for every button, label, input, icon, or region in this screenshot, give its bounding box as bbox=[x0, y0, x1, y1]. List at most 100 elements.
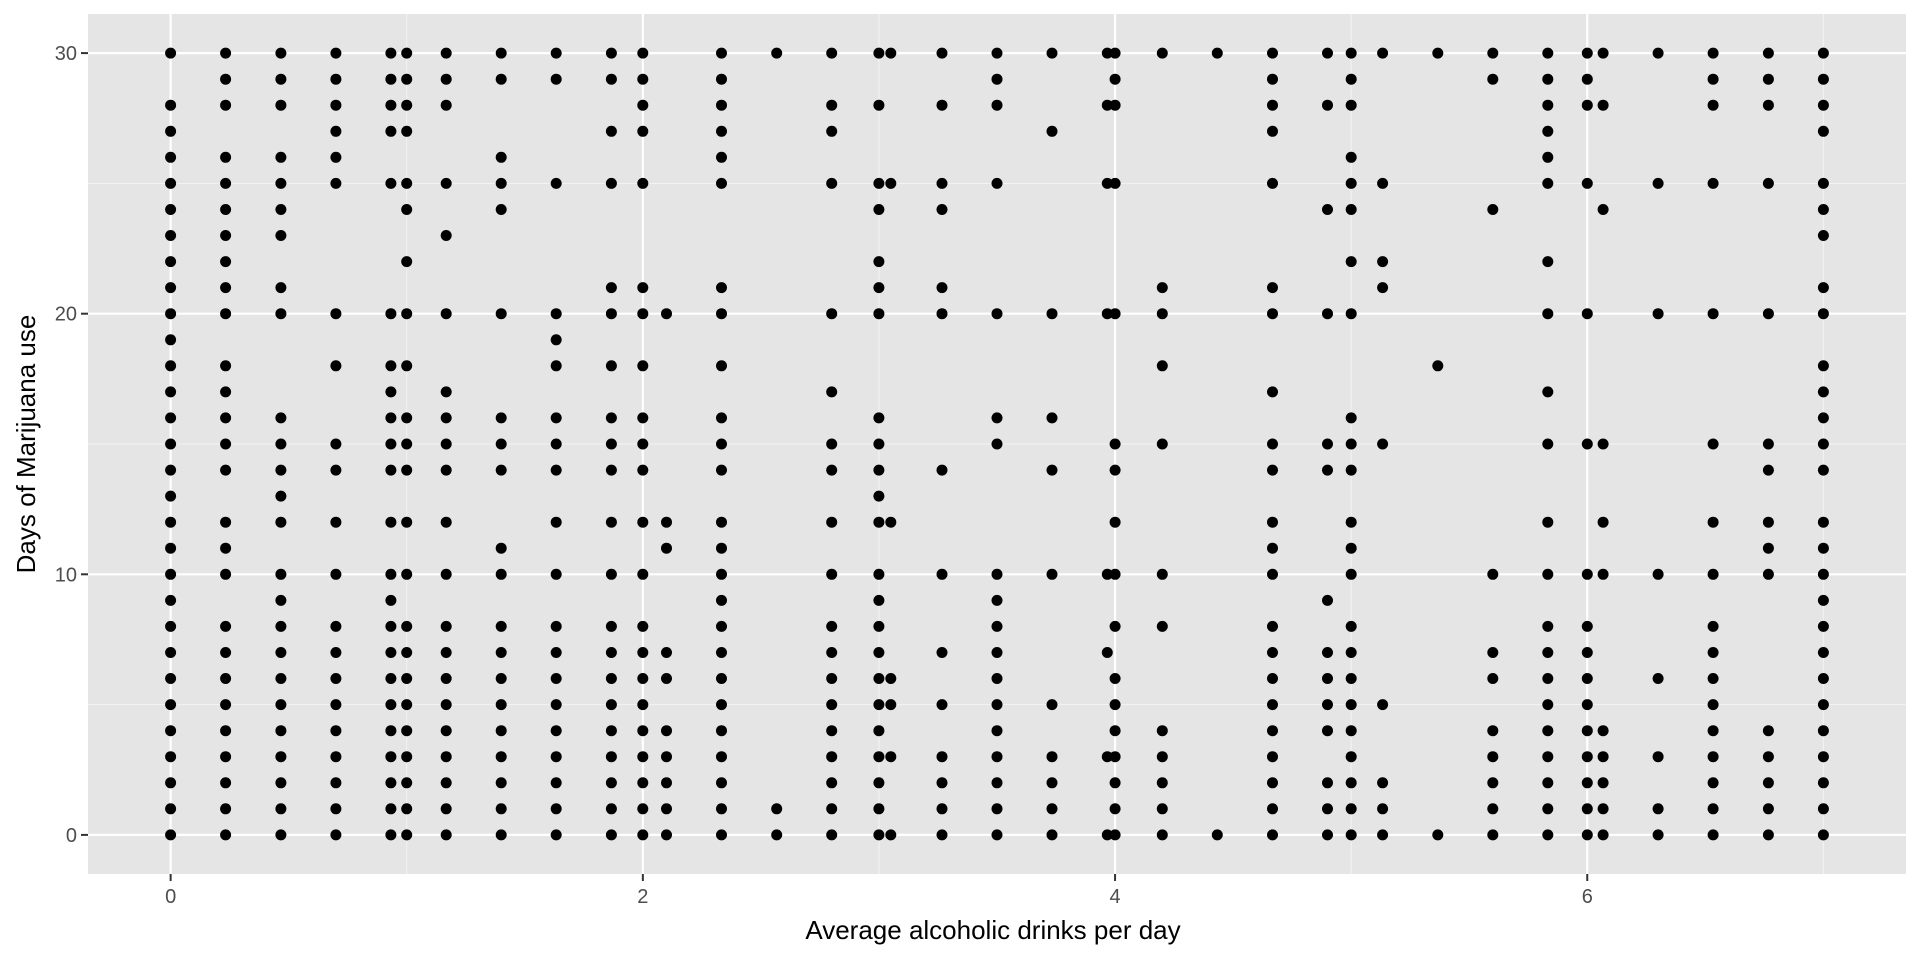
data-point bbox=[165, 464, 177, 476]
data-point bbox=[1109, 829, 1121, 841]
data-point bbox=[1817, 751, 1829, 763]
data-point bbox=[1101, 647, 1113, 658]
data-point bbox=[495, 438, 507, 450]
data-point bbox=[1542, 725, 1554, 737]
data-point bbox=[1542, 177, 1554, 189]
data-point bbox=[661, 308, 672, 320]
data-point bbox=[1817, 386, 1829, 398]
data-point bbox=[1377, 438, 1389, 450]
data-point bbox=[1817, 177, 1829, 189]
data-point bbox=[826, 725, 838, 737]
data-point bbox=[1707, 620, 1719, 632]
data-point bbox=[1377, 699, 1389, 711]
data-point bbox=[991, 829, 1003, 841]
data-point bbox=[401, 412, 413, 424]
data-point bbox=[1707, 308, 1719, 320]
data-point bbox=[401, 568, 413, 580]
data-point bbox=[1597, 725, 1609, 737]
data-point bbox=[1101, 47, 1113, 59]
y-axis-title: Days of Marijuana use bbox=[11, 315, 41, 574]
data-point bbox=[1542, 568, 1554, 580]
data-point bbox=[1101, 751, 1113, 763]
data-point bbox=[1322, 699, 1333, 711]
data-point bbox=[1581, 308, 1593, 320]
data-point bbox=[873, 699, 885, 711]
data-point bbox=[1345, 99, 1357, 111]
data-point bbox=[1345, 673, 1357, 684]
data-point bbox=[1581, 177, 1593, 189]
data-point bbox=[1762, 516, 1774, 528]
data-point bbox=[220, 542, 232, 554]
data-point bbox=[495, 177, 507, 189]
data-point bbox=[495, 73, 507, 85]
data-point bbox=[401, 360, 413, 372]
data-point bbox=[401, 725, 413, 737]
data-point bbox=[1345, 777, 1357, 789]
data-point bbox=[605, 673, 617, 684]
data-point bbox=[637, 777, 649, 789]
data-point bbox=[550, 568, 562, 580]
data-point bbox=[1377, 47, 1389, 59]
data-point bbox=[275, 647, 287, 658]
data-point bbox=[1542, 438, 1554, 450]
data-point bbox=[1542, 99, 1554, 111]
data-point bbox=[275, 568, 287, 580]
y-tick-label: 10 bbox=[55, 564, 77, 586]
data-point bbox=[1109, 73, 1121, 85]
data-point bbox=[401, 308, 413, 320]
data-point bbox=[330, 438, 342, 450]
data-point bbox=[550, 412, 562, 424]
data-point bbox=[385, 751, 397, 763]
data-point bbox=[991, 673, 1003, 684]
data-point bbox=[220, 386, 232, 398]
data-point bbox=[275, 829, 287, 841]
data-point bbox=[495, 204, 507, 215]
data-point bbox=[1542, 803, 1554, 815]
data-point bbox=[1046, 751, 1058, 763]
data-point bbox=[1542, 673, 1554, 684]
data-point bbox=[1046, 777, 1058, 789]
data-point bbox=[873, 673, 885, 684]
data-point bbox=[275, 99, 287, 111]
data-point bbox=[401, 204, 413, 215]
data-point bbox=[1817, 230, 1829, 241]
data-point bbox=[1542, 256, 1554, 268]
data-point bbox=[220, 725, 232, 737]
data-point bbox=[826, 803, 838, 815]
data-point bbox=[550, 803, 562, 815]
data-point bbox=[1322, 464, 1333, 476]
data-point bbox=[1817, 777, 1829, 789]
data-point bbox=[330, 177, 342, 189]
data-point bbox=[440, 699, 452, 711]
y-axis: 0 10 20 30 bbox=[55, 43, 88, 847]
data-point bbox=[220, 308, 232, 320]
data-point bbox=[1156, 308, 1168, 320]
data-point bbox=[220, 151, 232, 163]
data-point bbox=[401, 177, 413, 189]
data-point bbox=[401, 516, 413, 528]
data-point bbox=[1762, 751, 1774, 763]
data-point bbox=[330, 464, 342, 476]
data-point bbox=[1581, 99, 1593, 111]
data-point bbox=[826, 777, 838, 789]
data-point bbox=[716, 620, 727, 632]
data-point bbox=[550, 177, 562, 189]
data-point bbox=[385, 620, 397, 632]
data-point bbox=[330, 99, 342, 111]
data-point bbox=[637, 99, 649, 111]
data-point bbox=[936, 177, 948, 189]
data-point bbox=[550, 516, 562, 528]
data-point bbox=[220, 73, 232, 85]
data-point bbox=[605, 777, 617, 789]
data-point bbox=[637, 829, 649, 841]
data-point bbox=[1109, 673, 1121, 684]
data-point bbox=[1707, 803, 1719, 815]
data-point bbox=[1046, 699, 1058, 711]
data-point bbox=[550, 464, 562, 476]
data-point bbox=[637, 647, 649, 658]
data-point bbox=[1487, 725, 1499, 737]
data-point bbox=[220, 803, 232, 815]
data-point bbox=[275, 673, 287, 684]
data-point bbox=[1762, 438, 1774, 450]
data-point bbox=[991, 699, 1003, 711]
